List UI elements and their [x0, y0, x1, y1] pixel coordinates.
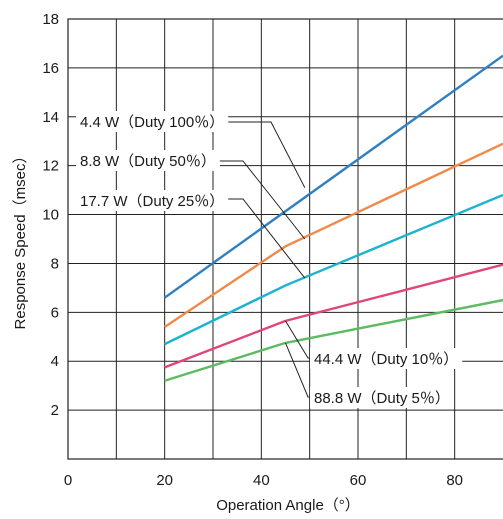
series-label: 17.7 W（Duty 25％）: [80, 193, 224, 210]
series-layer: [163, 54, 503, 382]
callout-background: [310, 387, 454, 408]
y-axis-title: Response Speed（msec）: [12, 149, 29, 330]
x-tick-label: 0: [64, 472, 72, 489]
y-tick-label: 4: [51, 353, 59, 370]
series-line-2: [164, 142, 503, 328]
callout-background: [76, 150, 220, 171]
callout-4: 44.4 W（Duty 10％）: [310, 348, 463, 369]
series-label: 88.8 W（Duty 5％）: [314, 390, 450, 407]
x-axis-title: Operation Angle（°）: [216, 497, 360, 514]
callout-leader-3: [227, 198, 306, 279]
callout-background: [76, 111, 229, 132]
y-tick-label: 6: [51, 304, 59, 321]
series-label: 4.4 W（Duty 100％）: [80, 114, 224, 131]
x-tick-label: 80: [446, 472, 463, 489]
callout-3: 17.7 W（Duty 25％）: [76, 190, 229, 211]
x-tick-label: 60: [350, 472, 367, 489]
y-tick-label: 2: [51, 402, 59, 419]
series-line-1: [163, 54, 503, 299]
callout-5: 88.8 W（Duty 5％）: [310, 387, 454, 408]
x-tick-label: 20: [156, 472, 173, 489]
callout-background: [76, 190, 229, 211]
y-tick-label: 18: [42, 11, 59, 28]
y-tick-label: 12: [42, 158, 59, 175]
callout-2: 8.8 W（Duty 50％）: [76, 150, 220, 171]
series-label: 8.8 W（Duty 50％）: [80, 153, 216, 170]
x-tick-label: 40: [253, 472, 270, 489]
tick-labels: 0 20 40 60 80 2 4 6 8 10 12 14 16 18: [42, 11, 463, 489]
y-tick-label: 10: [42, 207, 59, 224]
callout-1: 4.4 W（Duty 100％）: [76, 111, 229, 132]
y-tick-label: 8: [51, 255, 59, 272]
callout-background: [310, 348, 463, 369]
callout-leader-5: [285, 342, 311, 398]
series-label: 44.4 W（Duty 10％）: [314, 351, 458, 368]
series-line-3: [164, 193, 503, 346]
series-callouts: 4.4 W（Duty 100％） 8.8 W（Duty 50％） 17.7 W（Du…: [76, 111, 463, 408]
plot-frame: [67, 18, 503, 460]
y-tick-label: 14: [42, 109, 59, 126]
callout-leader-1: [227, 121, 306, 188]
callout-leader-2: [218, 160, 306, 240]
y-tick-label: 16: [42, 60, 59, 77]
